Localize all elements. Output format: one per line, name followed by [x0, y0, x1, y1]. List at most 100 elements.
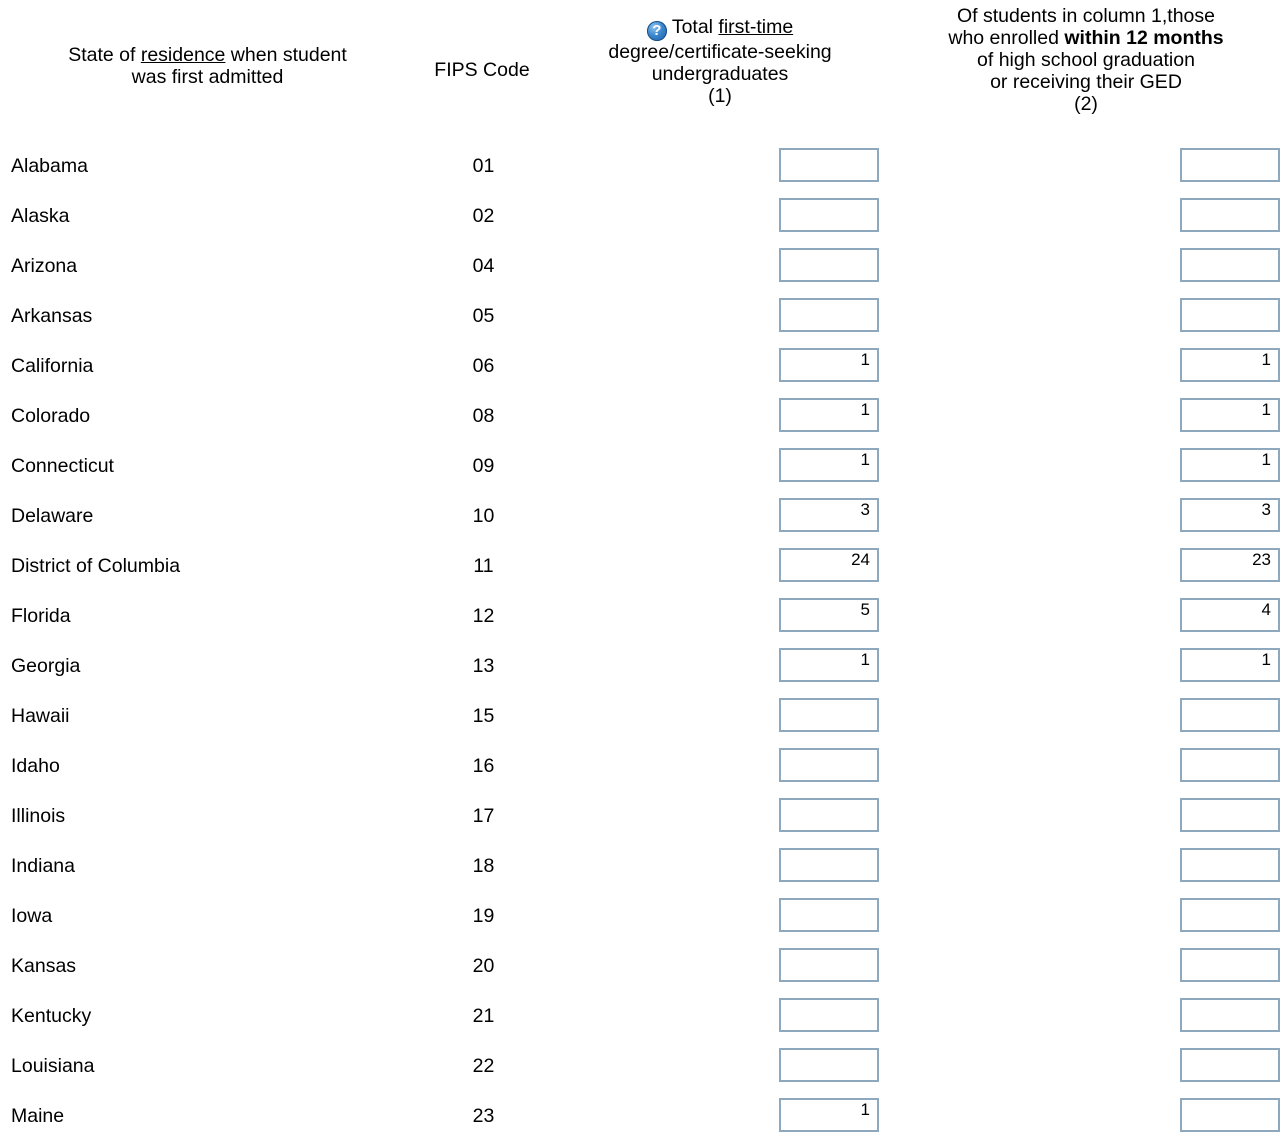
state-name: Kentucky: [11, 1005, 92, 1027]
total-first-time-input[interactable]: [779, 498, 879, 532]
within-12-months-input[interactable]: [1180, 748, 1280, 782]
state-name: Kansas: [11, 955, 77, 977]
total-first-time-input[interactable]: [779, 348, 879, 382]
fips-code: 08: [472, 405, 495, 427]
state-name: Arizona: [11, 255, 78, 277]
table-row: Connecticut 09: [0, 447, 1281, 485]
total-first-time-input[interactable]: [779, 598, 879, 632]
fips-code: 09: [472, 455, 495, 477]
total-first-time-input[interactable]: [779, 448, 879, 482]
within-header-bold-text: within 12 months: [1064, 27, 1224, 49]
residence-link[interactable]: residence: [140, 44, 226, 66]
state-name: District of Columbia: [11, 555, 181, 577]
within-12-months-input[interactable]: [1180, 648, 1280, 682]
within-12-months-input[interactable]: [1180, 148, 1280, 182]
total-first-time-input[interactable]: [779, 298, 879, 332]
fips-code: 18: [472, 855, 495, 877]
state-name: Indiana: [11, 855, 75, 877]
table-row: Georgia 13: [0, 647, 1281, 685]
state-name: Louisiana: [11, 1055, 95, 1077]
table-row: Hawaii 15: [0, 697, 1281, 735]
within-12-months-input[interactable]: [1180, 848, 1280, 882]
total-first-time-input[interactable]: [779, 748, 879, 782]
first-time-link[interactable]: first-time: [718, 16, 794, 38]
total-first-time-input[interactable]: [779, 1098, 879, 1132]
within-12-months-input[interactable]: [1180, 298, 1280, 332]
total-first-time-input[interactable]: [779, 148, 879, 182]
within-12-months-input[interactable]: [1180, 548, 1280, 582]
table-row: Maine 23: [0, 1097, 1281, 1135]
within-header-line-2: who enrolled within 12 months: [900, 27, 1272, 49]
within-12-months-input[interactable]: [1180, 448, 1280, 482]
state-name: Delaware: [11, 505, 94, 527]
state-header-text: State of: [68, 44, 141, 66]
total-first-time-input[interactable]: [779, 798, 879, 832]
total-header-line-2: degree/certificate-seeking: [608, 41, 832, 63]
total-first-time-input[interactable]: [779, 398, 879, 432]
state-header-line-1: State of residence when student: [0, 44, 415, 66]
state-name: Alabama: [11, 155, 88, 177]
table-row: Colorado 08: [0, 397, 1281, 435]
total-header-line-3: undergraduates: [651, 63, 789, 85]
state-name: Colorado: [11, 405, 91, 427]
within-12-months-input[interactable]: [1180, 248, 1280, 282]
state-name: Arkansas: [11, 305, 93, 327]
within-header-text: who enrolled: [948, 27, 1065, 49]
total-first-time-input[interactable]: [779, 248, 879, 282]
table-row: Alabama 01: [0, 147, 1281, 185]
fips-code: 11: [473, 555, 494, 577]
state-name: Illinois: [11, 805, 66, 827]
state-name: Hawaii: [11, 705, 70, 727]
table-row: District of Columbia 11: [0, 547, 1281, 585]
within-header-line-4: or receiving their GED: [990, 71, 1182, 93]
within-12-months-input[interactable]: [1180, 948, 1280, 982]
within-12-months-input[interactable]: [1180, 398, 1280, 432]
within-12-months-input[interactable]: [1180, 498, 1280, 532]
within-12-months-input[interactable]: [1180, 1048, 1280, 1082]
table-row: Arizona 04: [0, 247, 1281, 285]
fips-code: 20: [472, 955, 495, 977]
total-first-time-input[interactable]: [779, 1048, 879, 1082]
fips-code: 15: [472, 705, 495, 727]
state-name: Connecticut: [11, 455, 114, 477]
total-header-line-1: ? Total first-time: [570, 16, 870, 41]
fips-code: 06: [472, 355, 495, 377]
within-12-months-input[interactable]: [1180, 798, 1280, 832]
fips-code: 10: [472, 505, 495, 527]
within-header-column-number: (2): [1074, 93, 1098, 115]
state-name: Alaska: [11, 205, 70, 227]
within-12-months-input[interactable]: [1180, 598, 1280, 632]
state-name: California: [11, 355, 94, 377]
state-name: Maine: [11, 1105, 65, 1127]
within-12-months-input[interactable]: [1180, 998, 1280, 1032]
fips-code: 17: [472, 805, 495, 827]
total-first-time-input[interactable]: [779, 848, 879, 882]
table-row: Kentucky 21: [0, 997, 1281, 1035]
fips-code: 19: [472, 905, 495, 927]
within-12-months-input[interactable]: [1180, 898, 1280, 932]
question-help-icon[interactable]: ?: [646, 21, 667, 41]
within-header-line-1: Of students in column 1,those: [957, 5, 1215, 27]
total-first-time-input[interactable]: [779, 548, 879, 582]
within-12-months-input[interactable]: [1180, 1098, 1280, 1132]
within-12-months-input[interactable]: [1180, 198, 1280, 232]
total-first-time-input[interactable]: [779, 648, 879, 682]
total-column-header: ? Total first-time degree/certificate-see…: [570, 16, 870, 107]
within-12-months-input[interactable]: [1180, 698, 1280, 732]
within-12-months-input[interactable]: [1180, 348, 1280, 382]
state-name: Idaho: [11, 755, 60, 777]
fips-code: 13: [472, 655, 495, 677]
table-row: Alaska 02: [0, 197, 1281, 235]
total-first-time-input[interactable]: [779, 998, 879, 1032]
total-first-time-input[interactable]: [779, 698, 879, 732]
within-12-months-column-header: Of students in column 1,those who enroll…: [900, 5, 1272, 115]
total-first-time-input[interactable]: [779, 898, 879, 932]
total-first-time-input[interactable]: [779, 198, 879, 232]
total-first-time-input[interactable]: [779, 948, 879, 982]
state-column-header: State of residence when student was firs…: [0, 44, 415, 88]
fips-code: 21: [472, 1005, 495, 1027]
fips-code: 02: [472, 205, 495, 227]
table-row: Illinois 17: [0, 797, 1281, 835]
fips-code: 05: [472, 305, 495, 327]
total-header-text: Total: [671, 16, 719, 38]
